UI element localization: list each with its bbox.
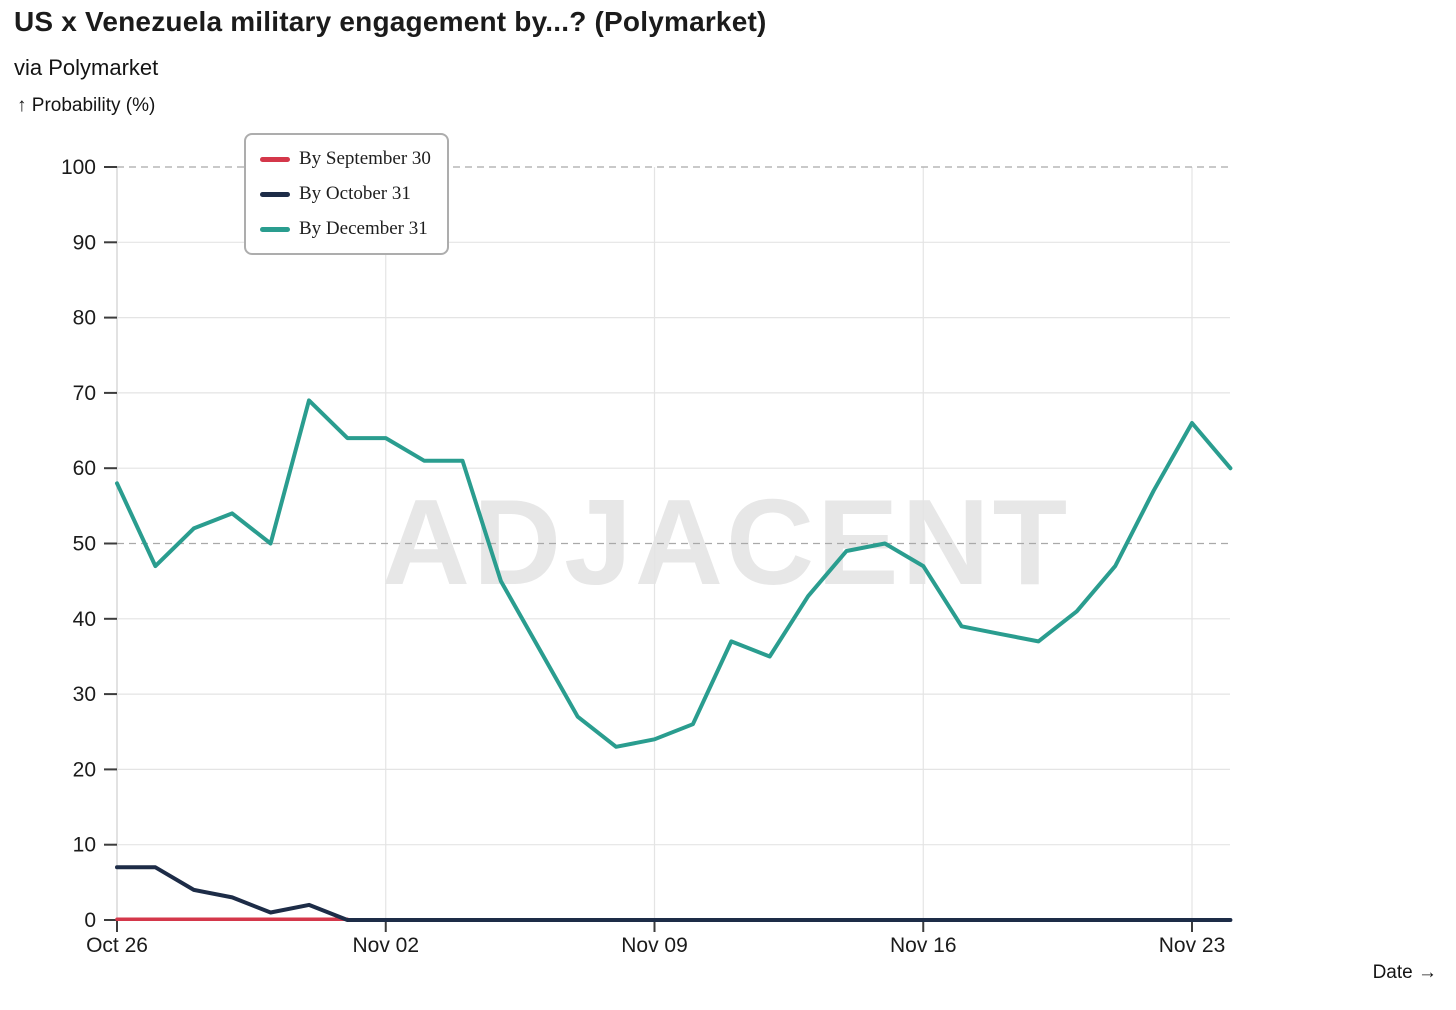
series-line-by-october-31 xyxy=(115,865,1233,922)
chart-subtitle: via Polymarket xyxy=(14,55,159,80)
y-tick-label: 0 xyxy=(84,909,96,932)
chart-title: US x Venezuela military engagement by...… xyxy=(14,6,767,37)
legend-swatch-red-line xyxy=(260,156,290,162)
legend-label: By October 31 xyxy=(299,183,411,204)
legend-label: By September 30 xyxy=(299,148,431,169)
legend-swatch-teal-line xyxy=(260,226,290,232)
y-axis-title: ↑ Probability (%) xyxy=(17,95,156,116)
y-tick-label: 80 xyxy=(73,307,96,330)
y-tick-label: 20 xyxy=(73,758,96,781)
y-tick-label: 40 xyxy=(73,608,96,631)
y-tick-label: 30 xyxy=(73,683,96,706)
watermark-text: ADJACENT xyxy=(382,474,1070,610)
legend: By September 30 By October 31 By Decembe… xyxy=(244,133,449,255)
legend-item-by-september-30: By September 30 xyxy=(260,148,447,170)
legend-item-by-december-31: By December 31 xyxy=(260,218,447,240)
legend-label: By December 31 xyxy=(299,218,428,239)
series-line-by-december-31 xyxy=(115,398,1233,749)
x-tick-label: Nov 23 xyxy=(1159,934,1226,957)
y-tick-label: 70 xyxy=(73,382,96,405)
x-tick-label: Nov 16 xyxy=(890,934,957,957)
y-tick-label: 50 xyxy=(73,533,96,556)
y-tick-label: 60 xyxy=(73,457,96,480)
y-tick-label: 100 xyxy=(61,156,96,179)
legend-swatch-navy-line xyxy=(260,191,290,197)
x-tick-label: Nov 09 xyxy=(621,934,688,957)
y-tick-label: 90 xyxy=(73,231,96,254)
x-axis-title: Date → xyxy=(1372,962,1437,983)
x-tick-label: Nov 02 xyxy=(352,934,419,957)
legend-item-by-october-31: By October 31 xyxy=(260,183,447,205)
x-tick-label: Oct 26 xyxy=(86,934,148,957)
y-tick-label: 10 xyxy=(73,834,96,857)
